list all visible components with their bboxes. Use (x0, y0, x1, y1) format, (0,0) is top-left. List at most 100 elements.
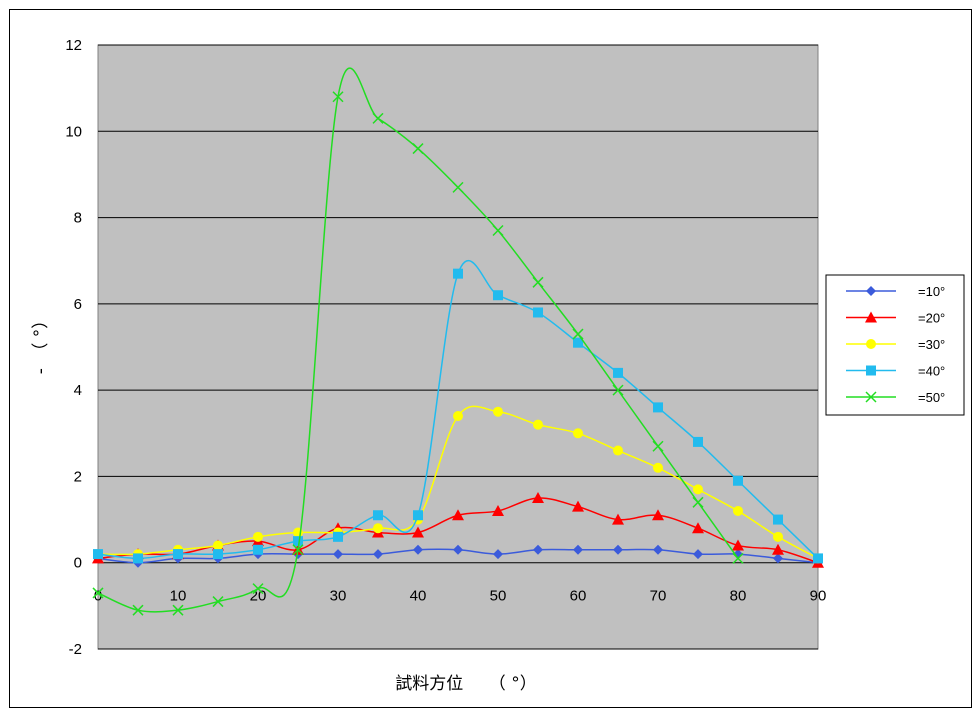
x-tick-label: 10 (170, 588, 187, 605)
data-point (573, 544, 583, 555)
data-point (692, 522, 704, 534)
data-point (252, 583, 264, 595)
legend-item: =20° (846, 311, 945, 326)
y-tick-label: 4 (74, 382, 82, 399)
series-4 (93, 259, 823, 564)
x-tick-label: 20 (250, 588, 267, 605)
data-point (492, 504, 504, 516)
data-point (493, 549, 503, 560)
data-point (452, 181, 464, 193)
data-point (653, 544, 663, 555)
y-tick-label: 6 (74, 296, 82, 313)
x-tick-label: 50 (490, 588, 507, 605)
data-point (213, 549, 223, 560)
data-point (333, 549, 343, 560)
data-point (132, 604, 144, 616)
legend-label: =10° (918, 284, 945, 299)
legend-item: =40° (846, 364, 945, 379)
data-point (532, 276, 544, 288)
series-5 (92, 67, 744, 616)
y-axis-label: - （ °） (31, 312, 51, 375)
data-point (733, 505, 743, 516)
data-point (333, 531, 343, 542)
data-point (692, 496, 704, 508)
data-point (332, 91, 344, 103)
data-point (813, 553, 823, 564)
data-point (693, 549, 703, 560)
x-axis-label: 試料方位 （ °） (395, 674, 536, 694)
y-tick-label: 10 (65, 123, 82, 140)
data-point (572, 328, 584, 340)
data-point (373, 510, 383, 521)
x-tick-label: 30 (330, 588, 347, 605)
legend-label: =30° (918, 337, 945, 352)
data-point (732, 552, 744, 564)
legend-label: =50° (918, 390, 945, 405)
data-point (493, 290, 503, 301)
data-point (293, 536, 303, 547)
y-tick-label: 0 (74, 555, 82, 572)
data-point (773, 514, 783, 525)
data-point (613, 367, 623, 378)
data-point (412, 526, 424, 538)
data-point (693, 484, 703, 495)
legend-marker (865, 391, 877, 403)
data-point (413, 510, 423, 521)
data-point (372, 112, 384, 124)
data-point (572, 500, 584, 512)
legend-marker (866, 365, 876, 376)
data-point (772, 543, 784, 555)
y-axis-ticks: -2 0 2 4 6 8 10 12 (65, 37, 82, 658)
data-point (652, 509, 664, 521)
data-point (453, 411, 463, 422)
data-point (452, 509, 464, 521)
data-point (413, 544, 423, 555)
data-point (533, 419, 543, 430)
legend-item: =50° (846, 390, 945, 405)
data-point (412, 143, 424, 155)
data-point (653, 402, 663, 413)
data-point (533, 307, 543, 318)
legend-item: =30° (846, 337, 945, 352)
data-point (613, 445, 623, 456)
series-line (97, 259, 819, 560)
x-tick-label: 70 (650, 588, 667, 605)
x-tick-label: 90 (810, 588, 827, 605)
legend-item: =10° (846, 284, 945, 299)
x-tick-label: 80 (730, 588, 747, 605)
data-point (612, 513, 624, 525)
data-point (733, 475, 743, 486)
data-point (652, 440, 664, 452)
legend-label: =20° (918, 311, 945, 326)
data-point (292, 544, 304, 556)
x-tick-label: 0 (94, 588, 102, 605)
data-point (373, 523, 383, 534)
legend-marker (866, 286, 876, 296)
data-point (492, 224, 504, 237)
data-point (253, 544, 263, 555)
data-point (533, 544, 543, 555)
data-point (612, 384, 624, 396)
data-point (172, 604, 184, 616)
data-point (693, 436, 703, 447)
y-tick-label: 8 (74, 210, 82, 227)
data-point (253, 531, 263, 542)
series-group (92, 67, 824, 616)
x-tick-label: 60 (570, 588, 587, 605)
data-point (532, 492, 544, 503)
x-axis-ticks: 0 10 20 30 40 50 60 70 80 90 (94, 588, 827, 605)
legend-label: =40° (918, 364, 945, 379)
data-point (453, 544, 463, 555)
legend-marker (866, 339, 876, 349)
data-point (613, 544, 623, 555)
data-point (773, 531, 783, 542)
data-point (213, 540, 223, 551)
data-point (133, 553, 143, 564)
y-tick-label: 12 (65, 37, 82, 54)
data-point (173, 549, 183, 560)
data-point (573, 428, 583, 439)
data-point (773, 553, 783, 564)
data-point (732, 539, 744, 551)
data-point (92, 587, 104, 599)
